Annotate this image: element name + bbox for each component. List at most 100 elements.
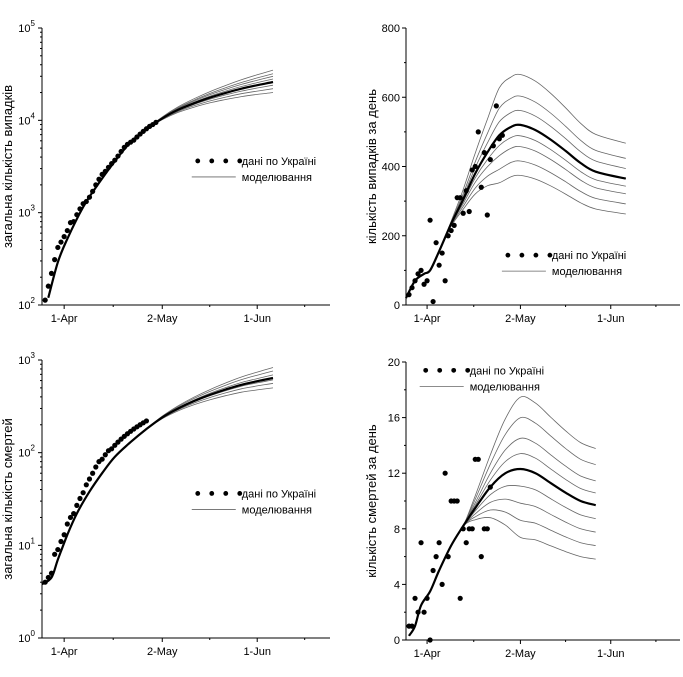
data-point [115,153,121,159]
data-point [439,250,445,256]
data-point [418,267,424,273]
simulation-line [405,174,626,299]
data-point [58,239,64,245]
legend-marker-dot [237,491,243,496]
data-point [80,490,86,496]
data-point [460,210,466,216]
data-point [430,298,436,305]
data-point [424,595,430,601]
chart-panel-2: 0 200 400 600 800 1-Apr 2-May 1-Jun кількість ви… [364,23,680,325]
data-point [421,281,427,287]
simulation-line [41,379,274,585]
y-axis-label: кількість випадків за день [364,89,379,244]
data-point [412,595,418,601]
legend: дані по Україні моделювання [501,250,626,278]
data-point [457,195,463,201]
data-point [484,526,490,532]
data-point [58,538,64,545]
y-tick-base: 10 [18,23,30,35]
y-tick-label: 200 [382,231,400,243]
legend-marker-dot [195,491,201,496]
x-tick-label: 2-May [147,646,178,658]
y-tick-label: 105 [18,19,35,35]
data-point [96,176,102,182]
data-point [131,137,137,143]
y-tick-exponent: 1 [31,536,36,545]
y-tick-base: 10 [18,540,30,552]
y-tick-label: 800 [382,23,400,35]
main-simulation-line [47,80,274,298]
y-tick-label: 0 [394,635,400,647]
legend: дані по Україні моделювання [191,156,316,184]
data-point [445,233,451,239]
data-point [409,285,415,291]
data-point [427,217,433,223]
legend-marker-dot [533,252,539,258]
data-point [71,511,77,517]
data-point [463,540,469,546]
data-point [418,540,424,546]
y-tick-label: 400 [382,162,400,174]
data-point [421,609,427,615]
y-tick-label: 102 [18,444,35,460]
data-point [460,526,466,532]
data-point [475,456,481,462]
data-point [436,262,442,268]
data-point [469,526,475,532]
y-tick-base: 10 [18,300,30,312]
data-point [475,129,481,135]
x-tick-label: 1-Apr [414,648,441,660]
data-point [64,521,70,527]
legend-marker-dot [519,252,525,258]
data-point [478,554,484,560]
data-point [463,188,469,194]
data-point [478,184,484,190]
x-tick-label: 2-May [505,648,536,660]
data-point [71,219,77,225]
simulation-line [41,370,274,585]
data-point [64,227,70,234]
simulation-line [47,75,274,298]
x-tick-label: 1-Apr [51,646,78,658]
simulation-line [47,78,274,298]
x-tick-label: 1-Jun [597,313,625,325]
data-point [74,502,80,508]
data-point [52,551,58,557]
y-tick-label: 8 [394,524,400,536]
data-point [77,495,83,502]
data-point [469,167,475,173]
data-point [74,212,80,218]
y-tick-label: 12 [388,468,400,480]
y-tick-exponent: 0 [31,629,36,638]
legend-marker-dot [209,158,215,164]
data-point [112,442,118,448]
data-point [42,579,48,585]
data-point [433,554,439,560]
data-point [105,164,112,170]
data-point [436,540,442,546]
simulation-line [41,387,274,585]
data-point [430,567,436,574]
simulation-line [47,92,274,298]
data-point [412,278,418,284]
legend-marker-dot [209,491,215,496]
data-point [484,212,490,218]
data-point [487,156,493,163]
data-point [118,148,124,155]
data-point [52,257,58,263]
legend-marker-dot [465,367,471,373]
legend-marker-dot [423,367,429,373]
data-point [481,150,487,156]
simulation-line [47,69,274,298]
simulation-line [47,84,274,298]
data-point [442,470,448,476]
y-axis-label: загальна кількість випадків [0,85,15,248]
data-point [448,227,454,234]
legend-data-label: дані по Україні [242,488,316,500]
x-tick-label: 1-Jun [243,646,271,658]
data-point [499,132,505,138]
data-point [472,163,478,170]
y-tick-label: 600 [382,92,400,104]
